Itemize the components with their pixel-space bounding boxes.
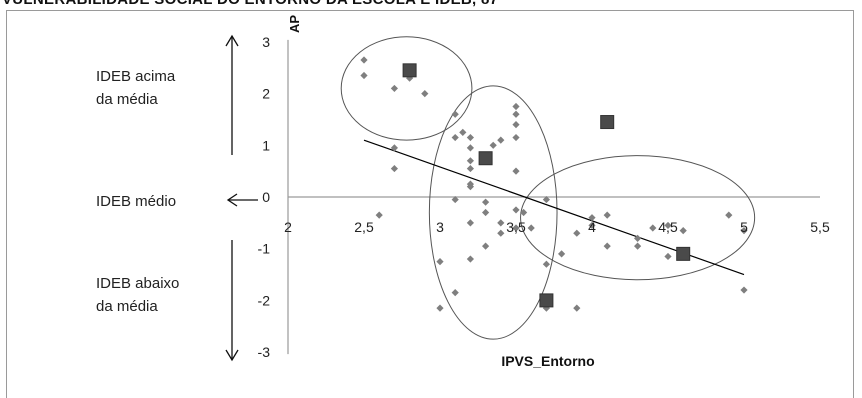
cluster-ellipse: [520, 155, 756, 281]
data-point: [466, 144, 474, 152]
y-tick-label: 3: [262, 34, 270, 50]
data-point: [603, 211, 611, 219]
data-point: [360, 56, 368, 64]
data-points: [360, 56, 748, 312]
data-point: [375, 211, 383, 219]
data-point: [466, 255, 474, 263]
highlight-point: [478, 151, 493, 166]
highlight-point: [402, 63, 417, 78]
data-point: [406, 74, 414, 82]
highlight-point: [676, 246, 691, 261]
x-tick-label: 5,5: [810, 219, 830, 235]
data-point: [497, 229, 505, 237]
data-point: [679, 227, 687, 235]
y-axis-title: AP: [287, 15, 302, 33]
data-point: [634, 242, 642, 250]
data-point: [512, 110, 520, 118]
data-point: [649, 224, 657, 232]
data-point: [573, 304, 581, 312]
data-point: [489, 141, 497, 149]
ideb-below-line1: IDEB abaixo: [96, 275, 180, 292]
x-axis-title: IPVS_Entorno: [501, 353, 594, 369]
data-point: [451, 110, 459, 118]
arrow-down-icon: [225, 240, 239, 362]
y-tick-label: -1: [258, 241, 271, 257]
data-point: [421, 90, 429, 98]
data-point: [573, 229, 581, 237]
cluster-ellipse: [340, 36, 473, 141]
data-point: [664, 252, 672, 261]
data-point: [542, 260, 550, 268]
data-point: [451, 195, 459, 204]
data-point: [497, 219, 505, 227]
y-tick-label: 0: [262, 189, 270, 205]
y-tick-label: 2: [262, 86, 270, 102]
data-point: [482, 242, 490, 250]
cluster-ellipse: [428, 85, 558, 340]
data-point: [558, 250, 566, 258]
figure-frame: [6, 10, 854, 398]
axes: [287, 39, 820, 355]
data-point: [512, 102, 520, 111]
data-point: [588, 221, 596, 230]
data-point: [542, 304, 550, 312]
x-tick-label: 5: [740, 219, 748, 235]
data-point: [360, 71, 368, 80]
x-tick-label: 2: [284, 219, 292, 235]
data-point: [527, 224, 535, 232]
data-point: [512, 167, 520, 175]
data-point: [512, 133, 520, 142]
ideb-above-line2: da média: [96, 91, 158, 108]
data-point: [740, 227, 748, 235]
arrow-up-icon: [225, 34, 239, 155]
data-point: [634, 234, 642, 242]
data-point: [512, 121, 520, 129]
data-point: [451, 133, 459, 142]
axis-labels: 2 2,5 3 3,5 4 4,5 5 5,5 3 2 1 0 -1 -2 -3 IPVS_Entorno AP: [258, 15, 830, 369]
data-point: [466, 183, 474, 191]
data-point: [451, 289, 459, 297]
data-point: [436, 304, 444, 312]
data-point: [497, 136, 505, 144]
data-point: [512, 206, 520, 214]
data-point: [466, 219, 474, 227]
data-point: [588, 214, 596, 222]
y-tick-label: 1: [262, 137, 270, 153]
data-point: [482, 208, 490, 217]
data-point: [390, 164, 398, 173]
data-point: [390, 84, 398, 93]
arrow-left-icon: [226, 193, 258, 207]
data-point: [725, 211, 733, 219]
ideb-above-line1: IDEB acima: [96, 68, 176, 85]
data-point: [542, 195, 550, 204]
y-tick-label: -2: [258, 292, 271, 308]
data-point: [482, 198, 490, 206]
x-tick-label: 4,5: [658, 219, 678, 235]
highlight-point: [600, 115, 615, 130]
data-point: [520, 208, 528, 217]
data-point: [466, 157, 474, 165]
ideb-above-label: IDEB acima da média: [96, 65, 175, 111]
data-point: [466, 164, 474, 173]
ideb-below-line2: da média: [96, 298, 158, 315]
page-title: VULNERABILIDADE SOCIAL DO ENTORNO DA ESC…: [2, 0, 498, 8]
data-point: [436, 258, 444, 266]
highlight-point: [539, 293, 554, 308]
x-tick-label: 3: [436, 219, 444, 235]
data-point: [459, 128, 467, 136]
x-tick-label: 4: [588, 219, 596, 235]
cluster-ellipses: [340, 36, 756, 340]
data-point: [466, 133, 474, 142]
ideb-middle-label: IDEB médio: [96, 193, 177, 210]
data-point: [512, 224, 520, 232]
x-tick-label: 2,5: [354, 219, 374, 235]
data-point: [664, 221, 672, 230]
x-tick-label: 3,5: [506, 219, 526, 235]
data-point: [603, 242, 611, 250]
ideb-below-label: IDEB abaixo da média: [96, 272, 179, 318]
data-point: [740, 286, 748, 294]
y-tick-label: -3: [258, 344, 271, 360]
data-point: [390, 144, 398, 152]
